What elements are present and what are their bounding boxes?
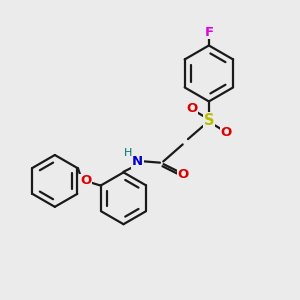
Text: O: O (220, 126, 232, 140)
Text: F: F (204, 26, 214, 39)
Text: N: N (132, 155, 143, 168)
Text: O: O (177, 168, 189, 181)
Text: H: H (124, 148, 132, 158)
Text: O: O (186, 102, 197, 115)
Text: O: O (80, 174, 92, 188)
Text: S: S (204, 113, 214, 128)
